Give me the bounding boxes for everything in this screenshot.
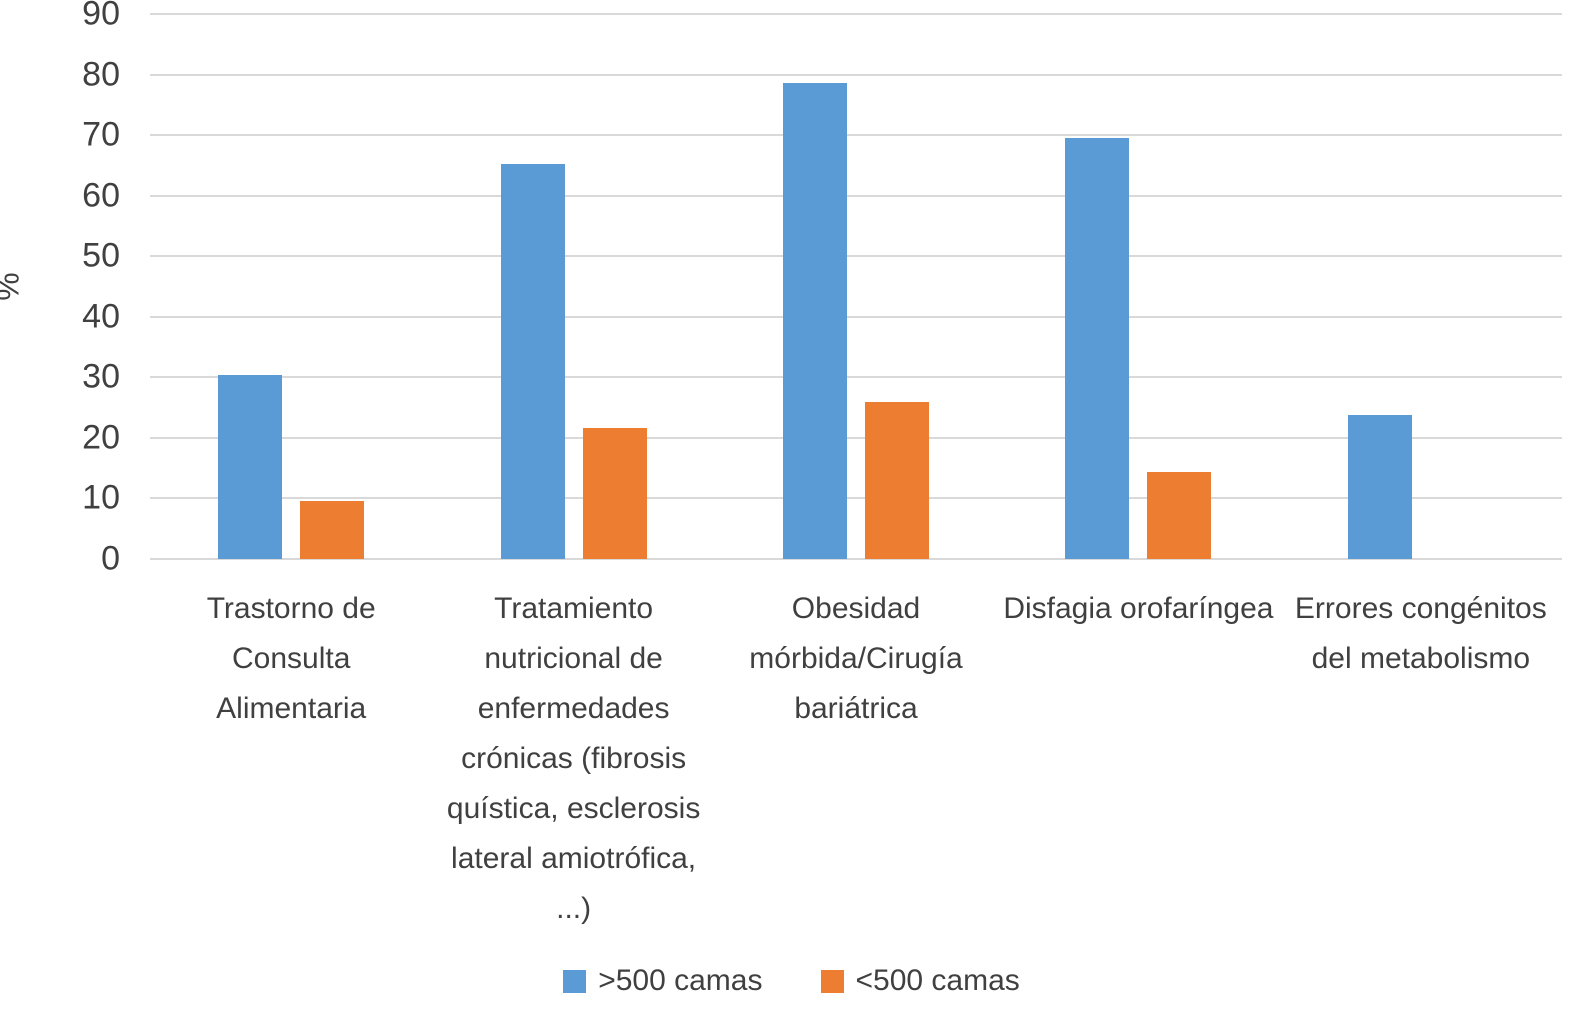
gridline: [150, 13, 1562, 15]
bar-group: [432, 14, 714, 559]
legend-label: >500 camas: [598, 964, 763, 997]
gridline: [150, 255, 1562, 258]
bar: [1347, 414, 1412, 559]
category-label: Tratamiento nutricional de enfermedades …: [446, 592, 701, 925]
y-tick-label: 30: [82, 357, 120, 396]
y-tick-label: 10: [82, 478, 120, 517]
bar: [300, 501, 365, 559]
y-tick-label: 40: [82, 297, 120, 336]
plot-area: [150, 13, 1562, 560]
legend-swatch: [563, 969, 587, 993]
legend-item: >500 camas: [563, 964, 763, 998]
gridline: [150, 194, 1562, 197]
legend-item: <500 camas: [820, 964, 1020, 998]
gridline: [150, 134, 1562, 137]
bar: [1147, 471, 1212, 559]
bar: [1065, 137, 1130, 559]
y-axis-ticks: 0 10 20 30 40 50 60 70 80 90: [30, 0, 120, 578]
y-tick-label: 50: [82, 236, 120, 275]
bar: [783, 83, 848, 559]
category-label: Obesidad mórbida/Cirugía bariátrica: [749, 592, 963, 725]
legend-swatch: [820, 969, 844, 993]
bar: [582, 427, 647, 559]
bar-group: [715, 14, 997, 559]
gridlines-layer: [150, 13, 1562, 560]
bar: [865, 401, 930, 559]
y-tick-label: 0: [101, 539, 120, 578]
gridline: [150, 315, 1562, 318]
category-label: Trastorno de Consulta Alimentaria: [206, 592, 376, 725]
bar: [218, 374, 283, 559]
y-tick-label: 60: [82, 176, 120, 215]
legend: >500 camas <500 camas: [0, 964, 1583, 998]
gridline: [150, 376, 1562, 379]
bar: [500, 164, 565, 559]
y-tick-label: 80: [82, 55, 120, 94]
category-labels: Trastorno de Consulta Alimentaria Tratami…: [150, 584, 1562, 934]
bar-groups: [150, 14, 1562, 559]
gridline: [150, 497, 1562, 500]
category-label: Disfagia orofaríngea: [1003, 592, 1274, 625]
gridline: [150, 73, 1562, 76]
gridline: [150, 436, 1562, 439]
category-label: Errores congénitos del metabolismo: [1294, 592, 1547, 675]
gridline: [150, 558, 1562, 560]
bar-group: [997, 14, 1279, 559]
y-tick-label: 90: [82, 0, 120, 33]
y-tick-label: 70: [82, 115, 120, 154]
y-axis-title: %: [0, 272, 27, 300]
bar-group: [1280, 14, 1562, 559]
legend-label: <500 camas: [855, 964, 1020, 997]
y-tick-label: 20: [82, 418, 120, 457]
bar-group: [150, 14, 432, 559]
